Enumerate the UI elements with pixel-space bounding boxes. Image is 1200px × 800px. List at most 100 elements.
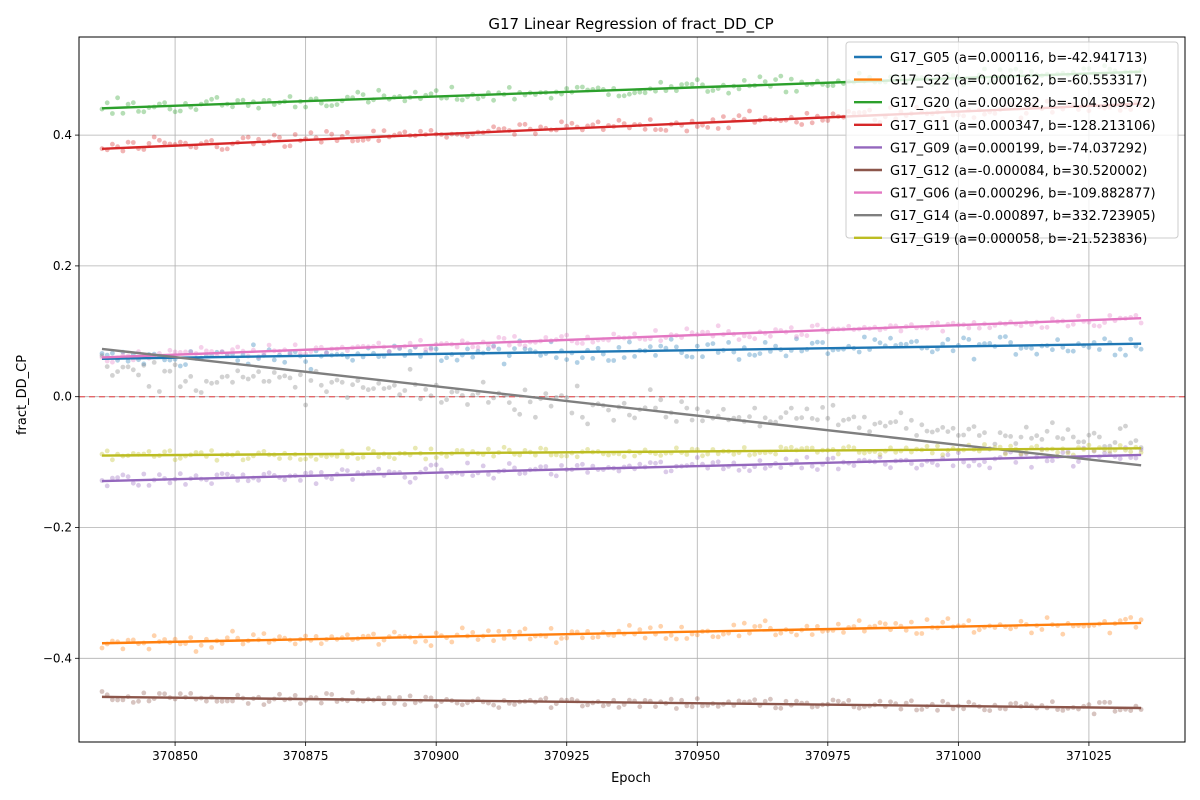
data-point (783, 456, 789, 462)
data-point (966, 618, 972, 623)
data-point (632, 453, 637, 459)
data-point (146, 449, 152, 454)
data-point (318, 470, 324, 475)
data-point (470, 344, 476, 350)
data-point (752, 405, 758, 411)
data-point (188, 691, 194, 696)
data-point (355, 89, 361, 95)
data-point (256, 136, 261, 142)
data-point (689, 330, 695, 336)
data-point (684, 128, 690, 134)
data-point (773, 705, 778, 711)
legend: G17_G05 (a=0.000116, b=-42.941713) G17_G2… (845, 41, 1179, 247)
data-point (637, 89, 643, 95)
data-point (204, 139, 209, 145)
data-point (694, 124, 700, 129)
data-point (590, 356, 596, 361)
data-point (522, 346, 528, 352)
data-point (809, 463, 815, 469)
data-point (694, 632, 700, 638)
data-point (600, 127, 606, 133)
data-point (355, 456, 361, 461)
data-point (935, 462, 940, 468)
data-point (762, 618, 768, 624)
data-point (1003, 334, 1008, 339)
data-point (235, 692, 241, 698)
data-point (1065, 427, 1071, 432)
x-tick-label: 370925 (544, 749, 590, 763)
data-point (621, 93, 627, 99)
data-point (219, 698, 225, 704)
data-point (402, 388, 408, 393)
data-point (172, 457, 178, 463)
data-point (862, 450, 867, 456)
data-point (214, 472, 220, 478)
legend-entry-G17_G20: G17_G20 (a=0.000282, b=-104.309572) (890, 96, 1156, 111)
data-point (856, 618, 862, 623)
data-point (585, 421, 590, 427)
data-point (329, 379, 335, 385)
data-point (585, 702, 590, 708)
data-point (282, 359, 288, 365)
data-point (433, 462, 439, 468)
data-point (945, 429, 951, 434)
data-point (538, 353, 543, 358)
data-point (104, 483, 110, 489)
data-point (303, 104, 308, 110)
data-point (501, 444, 507, 450)
data-point (292, 693, 298, 698)
data-point (136, 698, 141, 704)
data-point (527, 399, 533, 405)
data-point (653, 704, 658, 709)
data-point (721, 466, 726, 472)
data-point (266, 342, 272, 348)
data-point (1086, 442, 1092, 448)
data-point (538, 124, 543, 130)
data-point (642, 337, 648, 342)
data-point (606, 407, 611, 413)
data-point (329, 103, 335, 109)
data-point (731, 622, 737, 628)
data-point (679, 697, 684, 703)
points-G17_G14 (99, 353, 1144, 452)
data-point (324, 103, 329, 109)
data-point (360, 137, 366, 143)
data-point (204, 698, 209, 704)
data-point (830, 83, 836, 88)
data-point (757, 351, 763, 356)
data-point (1107, 448, 1113, 454)
data-point (862, 628, 867, 634)
data-point (381, 701, 387, 706)
data-point (350, 477, 355, 482)
data-point (1018, 618, 1024, 624)
fit-line-G17_G05 (101, 342, 1142, 360)
data-point (439, 358, 444, 364)
data-point (459, 702, 465, 708)
data-point (794, 119, 799, 125)
data-point (214, 698, 220, 704)
data-point (292, 132, 298, 137)
data-point (710, 341, 716, 346)
data-point (193, 388, 199, 393)
data-point (245, 456, 251, 461)
data-point (313, 457, 319, 462)
data-point (151, 360, 157, 365)
data-point (658, 127, 664, 132)
data-point (334, 454, 340, 459)
data-point (110, 373, 115, 378)
data-point (209, 380, 215, 386)
data-point (444, 397, 449, 403)
data-point (705, 451, 711, 457)
data-point (815, 417, 820, 423)
data-point (731, 349, 737, 355)
data-point (1097, 700, 1102, 705)
data-point (553, 473, 559, 479)
legend-box (845, 41, 1179, 239)
data-point (736, 337, 742, 342)
data-point (146, 646, 152, 652)
data-point (172, 349, 178, 355)
data-point (104, 100, 110, 106)
data-point (903, 426, 909, 431)
data-point (392, 700, 397, 706)
